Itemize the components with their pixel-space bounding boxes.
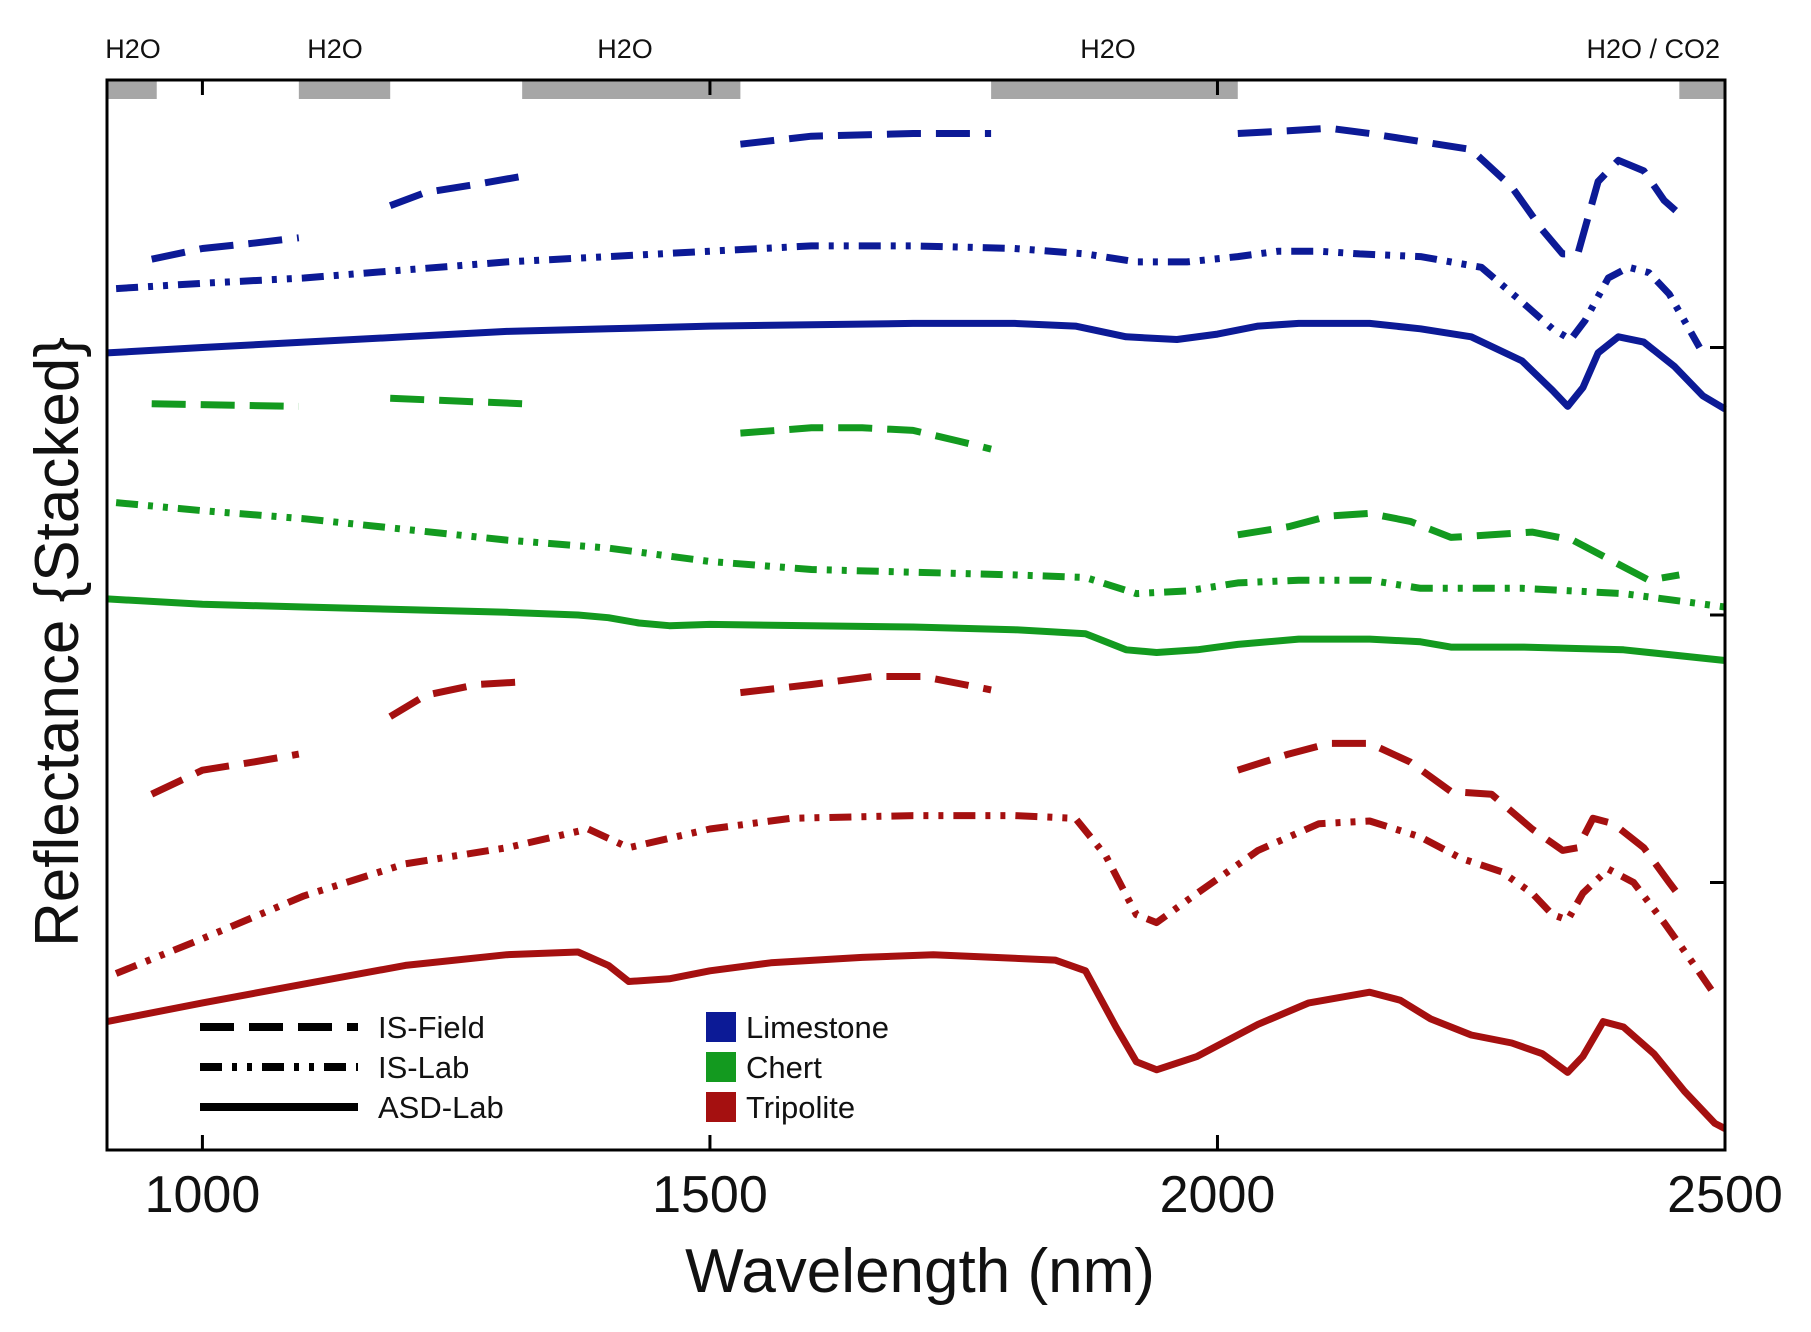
legend-linestyle-label: IS-Lab <box>378 1050 469 1085</box>
x-axis-title: Wavelength (nm) <box>685 1237 1155 1306</box>
series-line-segment <box>150 234 300 263</box>
series-tripolite-is-lab <box>114 812 1718 997</box>
series-limestone-is-field <box>150 124 1682 263</box>
series-line-segment <box>388 172 523 209</box>
legend-material-swatch <box>706 1012 736 1042</box>
series-line-segment <box>740 130 992 148</box>
legend-material-swatch <box>706 1052 736 1082</box>
x-tick-label: 1000 <box>145 1166 261 1224</box>
absorption-band <box>1679 80 1725 99</box>
y-axis-title: Reflectance {Stacked} <box>23 337 92 947</box>
series-line-segment <box>1237 509 1680 584</box>
series-line-segment <box>106 948 1727 1132</box>
absorption-band <box>522 80 741 99</box>
series-line-segment <box>150 750 300 798</box>
legend: IS-Field IS-Lab ASD-Lab Limestone Chert Tripo… <box>200 1010 889 1125</box>
series-chert-is-field <box>151 394 1680 584</box>
absorption-band <box>991 80 1238 99</box>
series-line-segment <box>106 595 1726 664</box>
series-line-segment <box>740 424 992 453</box>
absorption-band-label: H2O <box>1080 34 1136 64</box>
x-tick-label: 1500 <box>652 1166 768 1224</box>
absorption-band <box>107 80 157 99</box>
series-line-segment <box>115 242 1703 350</box>
series-chert-is-lab <box>115 499 1726 611</box>
absorption-band <box>298 80 391 99</box>
x-tick-label: 2000 <box>1160 1166 1276 1224</box>
series-line-segment <box>114 812 1718 997</box>
series-line-segment <box>740 673 992 697</box>
series-chert-asd-lab <box>106 595 1726 664</box>
series-tripolite-is-field <box>150 673 1683 899</box>
x-tick-label: 2500 <box>1667 1166 1783 1224</box>
series-lines <box>106 124 1727 1132</box>
series-line-segment <box>1237 124 1682 258</box>
absorption-band-label: H2O <box>597 34 653 64</box>
series-line-segment <box>1236 739 1683 899</box>
series-line-segment <box>151 400 299 410</box>
plot-frame <box>105 78 1727 1152</box>
absorption-band-label: H2O / CO2 <box>1586 34 1720 64</box>
legend-material-label: Chert <box>746 1050 822 1085</box>
absorption-bands: H2O H2O H2O H2O H2O / CO2 <box>105 34 1725 99</box>
legend-material-label: Limestone <box>746 1010 889 1045</box>
legend-linestyle-label: ASD-Lab <box>378 1090 504 1125</box>
series-line-segment <box>106 319 1727 413</box>
axes <box>105 78 1727 1152</box>
series-limestone-is-lab <box>115 242 1703 350</box>
series-limestone-asd-lab <box>106 319 1727 413</box>
series-line-segment <box>390 394 523 408</box>
absorption-band-label: H2O <box>105 34 161 64</box>
legend-material-label: Tripolite <box>746 1090 855 1125</box>
series-tripolite-asd-lab <box>106 948 1727 1132</box>
legend-material-swatch <box>706 1092 736 1122</box>
series-line-segment <box>388 678 523 720</box>
series-line-segment <box>115 499 1726 611</box>
ticks: 1000 1500 2000 2500 <box>145 80 1783 1224</box>
legend-linestyle-label: IS-Field <box>378 1010 485 1045</box>
absorption-band-label: H2O <box>307 34 363 64</box>
